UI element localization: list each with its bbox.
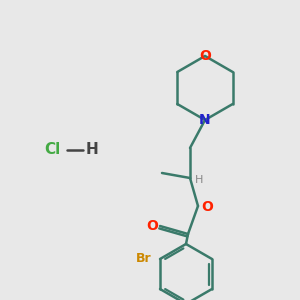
Text: Br: Br: [136, 253, 152, 266]
Text: N: N: [199, 113, 211, 127]
Text: O: O: [146, 219, 158, 233]
Text: H: H: [195, 175, 203, 185]
Text: O: O: [201, 200, 213, 214]
Text: Cl: Cl: [44, 142, 60, 158]
Text: O: O: [199, 49, 211, 63]
Text: H: H: [85, 142, 98, 158]
